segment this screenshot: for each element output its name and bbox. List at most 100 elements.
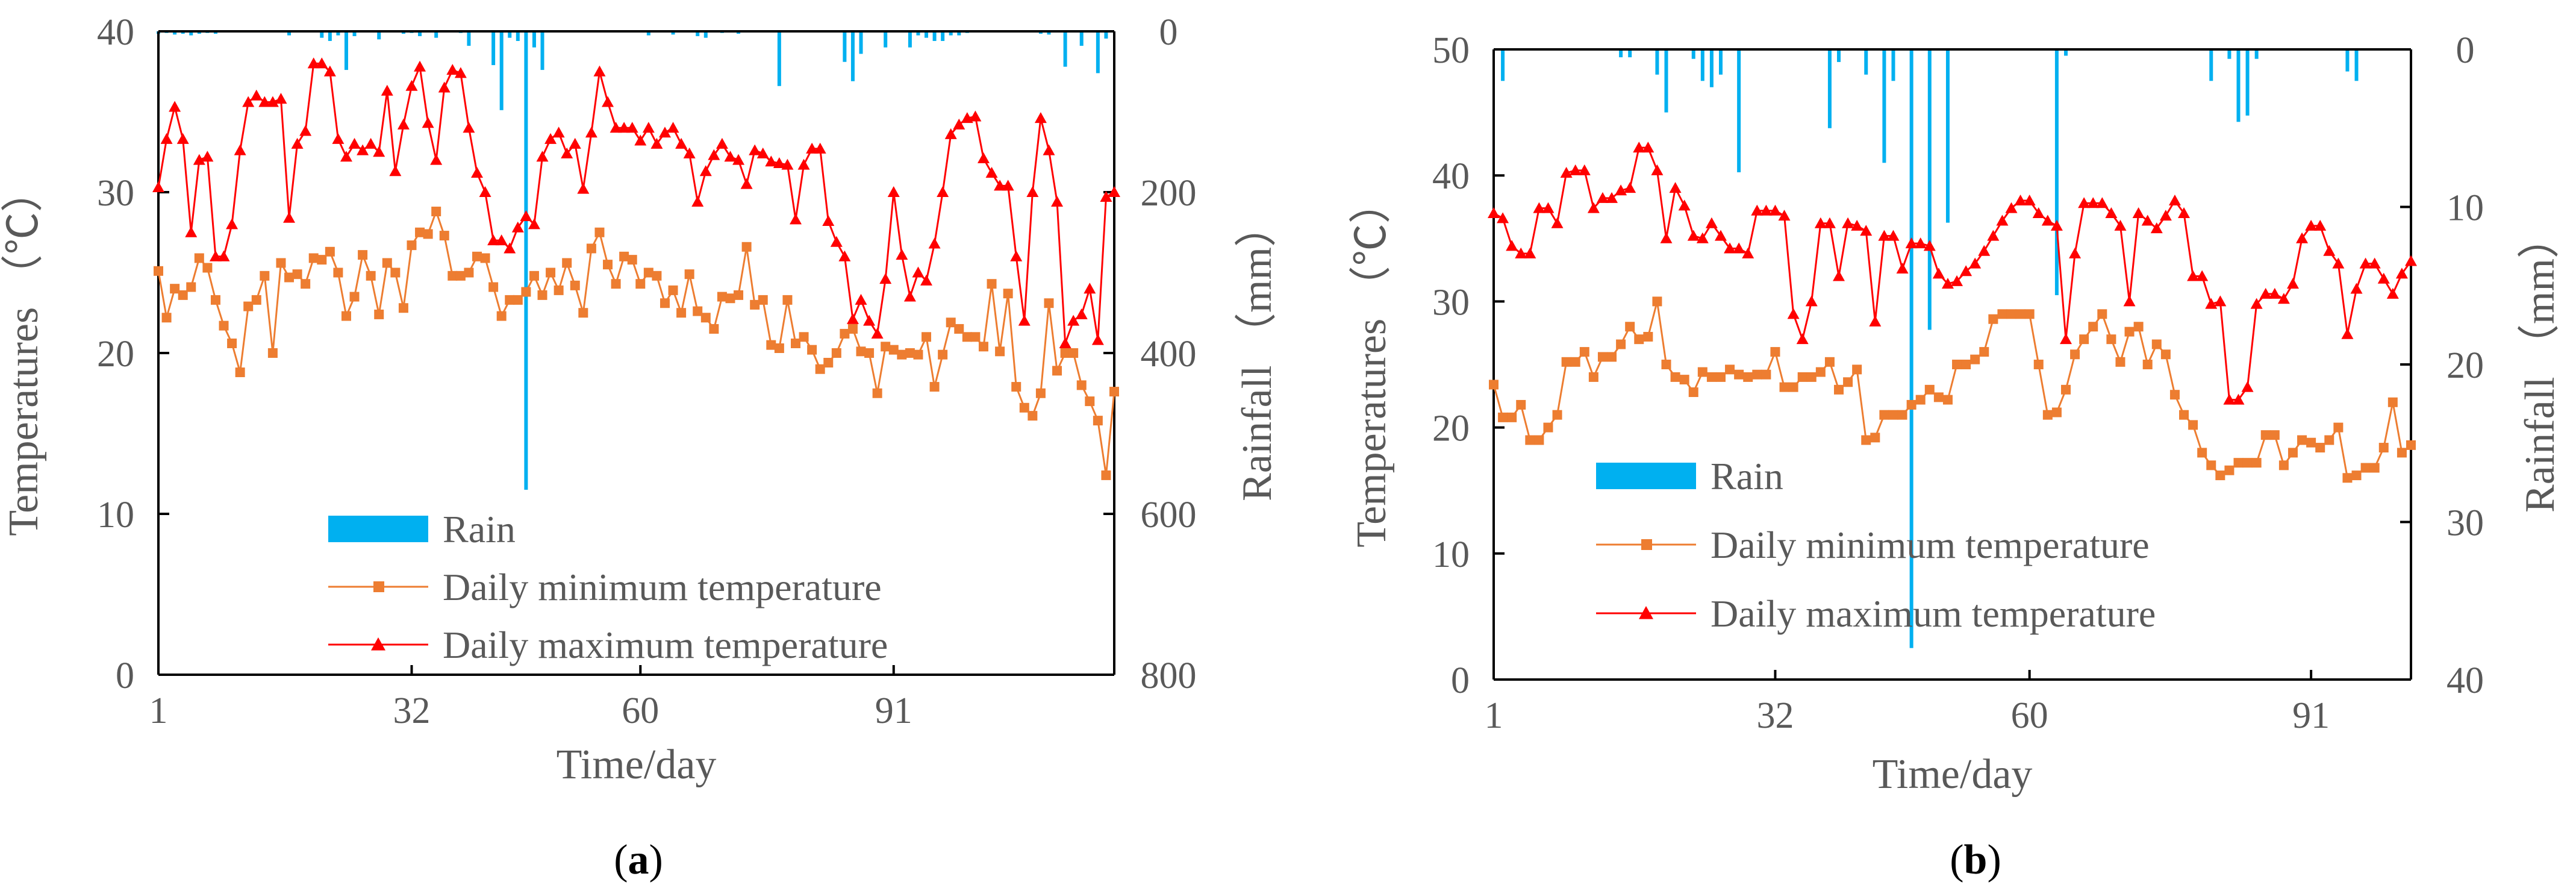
rain-bar [336, 31, 340, 36]
rain-bar [850, 31, 855, 81]
data-point [1669, 182, 1682, 193]
data-point [1823, 217, 1836, 228]
data-point [2315, 443, 2325, 453]
data-point [2288, 448, 2298, 458]
rain-bar [932, 31, 937, 42]
data-point [511, 221, 524, 233]
data-point [1914, 237, 1927, 249]
data-point [1670, 372, 1680, 382]
y-tick-label: 30 [1432, 282, 1470, 323]
data-point [520, 210, 532, 222]
data-point [422, 117, 434, 128]
rain-bar [777, 31, 781, 86]
data-point [791, 338, 800, 348]
data-point [675, 137, 688, 149]
rain-bar [1837, 49, 1841, 62]
x-tick-label: 60 [622, 690, 659, 731]
data-point [815, 364, 825, 374]
data-point [1696, 232, 1709, 243]
data-point [479, 186, 491, 197]
y2-axis-title: Rainfall （mm） [1234, 205, 1280, 501]
data-point [2005, 202, 2018, 213]
y2-tick-label: 10 [2447, 188, 2484, 229]
data-point [732, 154, 745, 165]
legend-min-marker [373, 581, 384, 592]
data-point [840, 328, 850, 339]
legend-max-marker [1639, 606, 1653, 619]
panel-letter: b [1964, 837, 1988, 883]
data-point [1068, 348, 1079, 358]
rain-bar [328, 31, 332, 42]
data-point [1588, 372, 1598, 382]
data-point [227, 338, 237, 348]
rain-bar [2209, 49, 2213, 81]
data-point [1887, 230, 1900, 241]
data-point [276, 258, 286, 268]
data-point [251, 295, 261, 305]
data-point [209, 250, 222, 261]
data-point [944, 128, 957, 139]
data-point [340, 151, 352, 162]
data-point [1896, 263, 1909, 274]
data-point [2242, 458, 2253, 468]
data-point [1488, 207, 1500, 218]
data-point [2233, 458, 2244, 468]
data-point [308, 253, 319, 263]
data-point [487, 234, 500, 246]
data-point [1970, 354, 1980, 364]
data-point [1026, 186, 1039, 197]
rain-bars-b [1501, 49, 2359, 648]
data-point [2141, 214, 2154, 226]
data-point [170, 284, 180, 294]
data-point [1952, 360, 1962, 369]
data-point [985, 166, 998, 178]
data-point [699, 165, 712, 177]
data-point [1705, 217, 1718, 228]
data-point [920, 274, 933, 286]
rain-bar [1628, 49, 1632, 58]
data-point [1852, 364, 1862, 375]
data-point [250, 89, 263, 101]
data-point [2251, 458, 2262, 468]
data-point [186, 282, 196, 292]
markers-min [1489, 296, 2416, 483]
data-point [202, 263, 213, 273]
data-point [1888, 410, 1898, 420]
data-point [1779, 382, 1789, 392]
data-point [838, 250, 851, 261]
data-point [2070, 349, 2080, 360]
y2-tick-label: 40 [2447, 660, 2484, 701]
rain-bar [173, 31, 177, 35]
data-point [423, 229, 433, 239]
data-point [301, 279, 311, 289]
data-point [2386, 287, 2399, 299]
data-point [1806, 372, 1817, 382]
data-point [928, 237, 941, 249]
data-point [1960, 265, 1973, 277]
rain-bar [671, 31, 675, 35]
data-point [831, 348, 841, 358]
data-point [2088, 322, 2098, 332]
data-point [855, 293, 867, 305]
data-point [358, 250, 368, 260]
data-point [1796, 333, 1809, 345]
data-point [650, 137, 663, 149]
data-point [822, 215, 835, 227]
data-point [1596, 192, 1609, 203]
data-point [374, 309, 384, 319]
rain-bar [377, 31, 381, 40]
data-point [2260, 430, 2271, 440]
data-point [1643, 331, 1653, 342]
data-point [987, 279, 997, 289]
data-point [2406, 440, 2416, 450]
data-point [2387, 397, 2398, 407]
data-point [430, 154, 443, 165]
data-point [1011, 382, 1021, 392]
data-point [1860, 225, 1873, 236]
series-line-max [157, 62, 1115, 344]
y-tick-label: 50 [1432, 30, 1470, 71]
data-point [341, 311, 351, 321]
data-point [577, 183, 590, 194]
data-point [709, 324, 719, 334]
